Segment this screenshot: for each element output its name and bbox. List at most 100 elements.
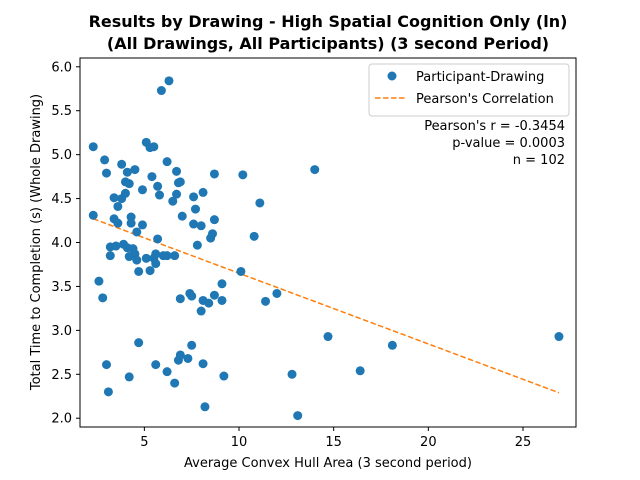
p-value-annotation: p-value = 0.0003 [452, 136, 565, 151]
data-point [141, 253, 151, 263]
data-point [156, 86, 166, 96]
x-tick-label: 5 [140, 435, 148, 450]
data-point [187, 340, 197, 350]
y-tick-label: 4.5 [51, 192, 72, 207]
data-point [102, 360, 112, 370]
legend-box [368, 63, 570, 117]
data-point [209, 290, 219, 300]
data-point [177, 211, 187, 221]
data-point [310, 165, 320, 175]
x-tick-label: 15 [325, 435, 342, 450]
data-point [196, 221, 206, 231]
legend-marker-participant-drawing [387, 71, 397, 81]
data-point [134, 338, 144, 348]
data-point [137, 185, 147, 195]
data-point [149, 142, 159, 152]
data-point [170, 251, 180, 261]
data-point [151, 360, 161, 370]
data-point [272, 288, 282, 298]
data-point [88, 142, 98, 152]
data-point [198, 359, 208, 369]
data-point [387, 340, 397, 350]
data-point [190, 204, 200, 214]
data-point [117, 159, 127, 169]
y-tick-label: 5.0 [51, 148, 72, 163]
data-point [173, 178, 183, 188]
data-point [153, 181, 163, 191]
data-point [124, 179, 134, 189]
y-tick-label: 3.5 [51, 280, 72, 295]
data-point [172, 189, 182, 199]
x-tick-label: 20 [420, 435, 437, 450]
y-axis-label: Total Time to Completion (s) (Whole Draw… [29, 94, 44, 391]
y-axis-ticks: 2.0 2.5 3.0 3.5 4.0 4.5 5.0 5.5 6.0 [51, 60, 80, 427]
fit-line-layer [92, 218, 560, 394]
data-point [219, 371, 229, 381]
data-point [192, 240, 202, 250]
data-point [164, 76, 174, 86]
data-point [105, 251, 115, 261]
legend-label-participant-drawing: Participant-Drawing [416, 70, 544, 85]
data-point [187, 291, 197, 301]
data-point [98, 293, 108, 303]
data-point [200, 402, 210, 412]
data-point [209, 169, 219, 179]
data-point [189, 219, 199, 229]
data-point [100, 155, 110, 165]
data-point [137, 220, 147, 230]
data-point [126, 218, 136, 228]
data-point [113, 201, 123, 211]
data-point [238, 170, 248, 180]
legend-label-pearson: Pearson's Correlation [416, 92, 554, 107]
data-point [120, 188, 130, 198]
data-point [554, 332, 564, 342]
n-annotation: n = 102 [513, 153, 565, 168]
y-tick-label: 4.0 [51, 236, 72, 251]
data-point [196, 306, 206, 316]
data-point [175, 350, 185, 360]
data-point [132, 255, 142, 265]
y-tick-label: 2.0 [51, 412, 72, 427]
data-point [168, 196, 178, 206]
data-point [122, 167, 132, 177]
data-point [217, 279, 227, 289]
data-point [204, 298, 214, 308]
data-point [249, 231, 259, 241]
chart-title-line-2: (All Drawings, All Participants) (3 seco… [107, 34, 549, 53]
data-point [198, 187, 208, 197]
x-axis-label: Average Convex Hull Area (3 second perio… [184, 456, 472, 471]
data-point [94, 276, 104, 286]
data-point [162, 251, 172, 261]
data-point [162, 367, 172, 377]
x-tick-label: 10 [231, 435, 248, 450]
data-point [208, 229, 218, 239]
x-axis-ticks: 5 10 15 20 25 [140, 427, 531, 450]
data-point [155, 190, 165, 200]
data-point [170, 378, 180, 388]
data-point [293, 411, 303, 421]
data-point [355, 366, 365, 376]
data-point [323, 332, 333, 342]
y-tick-label: 5.5 [51, 104, 72, 119]
data-point [145, 266, 155, 276]
data-point [153, 234, 163, 244]
data-point [172, 166, 182, 176]
y-tick-label: 3.0 [51, 324, 72, 339]
data-point [109, 193, 119, 203]
data-point [151, 249, 161, 259]
data-point [217, 295, 227, 305]
data-point [102, 168, 112, 178]
data-point [189, 192, 199, 202]
plot-area [80, 58, 576, 427]
data-point [183, 353, 193, 363]
data-point [236, 266, 246, 276]
data-point [255, 198, 265, 208]
y-tick-label: 6.0 [51, 60, 72, 75]
data-point [162, 157, 172, 167]
x-tick-label: 25 [515, 435, 532, 450]
data-point [126, 212, 136, 222]
data-point [111, 241, 121, 251]
legend: Participant-Drawing Pearson's Correlatio… [368, 63, 570, 117]
y-tick-label: 2.5 [51, 368, 72, 383]
